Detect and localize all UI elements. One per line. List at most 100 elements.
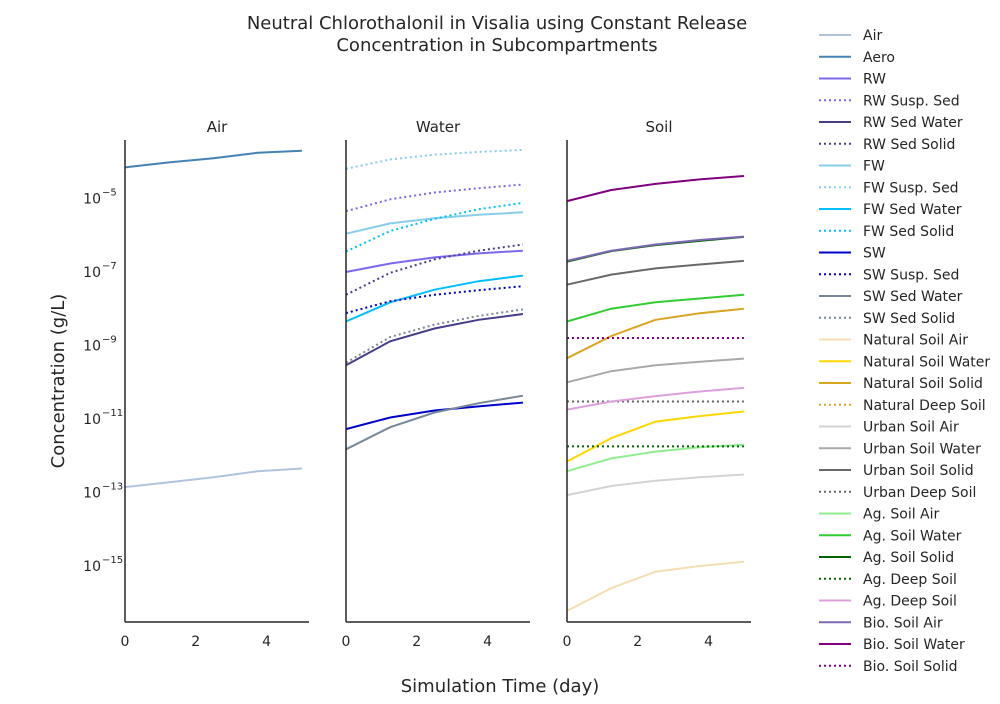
legend-label: Natural Soil Air (863, 333, 968, 349)
x-tick-label: 0 (342, 634, 351, 650)
x-tick-label: 2 (191, 634, 200, 650)
legend: Air Aero RW RW Susp. Sed RW Sed Water RW Sed … (819, 28, 990, 675)
y-tick-label: 10 (83, 486, 101, 502)
legend-item: Bio. Soil Water (819, 637, 965, 653)
y-tick-exponent: −7 (102, 261, 117, 272)
y-tick-exponent: −15 (102, 555, 123, 566)
legend-item: FW Sed Water (819, 202, 962, 218)
legend-label: Natural Soil Solid (863, 376, 983, 392)
series-line (566, 473, 744, 497)
legend-item: SW (819, 246, 886, 262)
y-axis-label-group: Concentration (g/L) (48, 294, 69, 469)
series-line (566, 357, 744, 384)
y-axis-label: Concentration (g/L) (48, 294, 69, 469)
legend-label: Ag. Soil Air (863, 507, 940, 523)
series-line (345, 249, 523, 273)
series-line (345, 183, 523, 213)
legend-label: Bio. Soil Solid (863, 659, 958, 675)
legend-label: FW Sed Solid (863, 224, 954, 240)
x-axis-label: Simulation Time (day) (401, 676, 600, 697)
legend-item: RW (819, 72, 886, 88)
legend-item: Urban Deep Soil (819, 485, 976, 501)
series-line (566, 386, 744, 411)
legend-label: RW Susp. Sed (863, 93, 960, 109)
x-tick-label: 4 (483, 634, 492, 650)
panel-title: Water (416, 118, 461, 136)
legend-label: Aero (863, 50, 895, 66)
legend-label: Bio. Soil Water (863, 637, 965, 653)
panel-soil: Soil 0 2 4 (563, 118, 751, 650)
legend-label: RW Sed Solid (863, 137, 955, 153)
legend-item: SW Sed Water (819, 289, 963, 305)
series-line (124, 467, 302, 489)
legend-item: Bio. Soil Air (819, 615, 943, 631)
series-line (566, 175, 744, 203)
x-tick-label: 0 (121, 634, 130, 650)
legend-label: Natural Soil Water (863, 354, 990, 370)
chart-title-line: Neutral Chlorothalonil in Visalia using … (247, 13, 747, 34)
series-line (345, 148, 523, 170)
legend-label: FW Susp. Sed (863, 180, 959, 196)
legend-item: Natural Deep Soil (819, 398, 986, 414)
chart-title-line: Concentration in Subcompartments (336, 35, 657, 56)
series-line (566, 560, 744, 612)
legend-item: Natural Soil Solid (819, 376, 983, 392)
legend-label: Natural Deep Soil (863, 398, 986, 414)
series-line (566, 410, 745, 463)
panel-title: Air (207, 118, 228, 136)
legend-item: RW Sed Solid (819, 137, 955, 153)
y-tick-exponent: −11 (102, 408, 123, 419)
legend-label: Urban Soil Solid (863, 463, 974, 479)
legend-label: RW (863, 72, 886, 88)
series-line (345, 211, 523, 235)
series-line (566, 293, 744, 323)
legend-item: Urban Soil Air (819, 420, 959, 436)
legend-item: FW Sed Solid (819, 224, 954, 240)
legend-item: Ag. Soil Water (819, 528, 962, 544)
legend-item: Urban Soil Water (819, 441, 981, 457)
legend-item: RW Sed Water (819, 115, 963, 131)
legend-item: Ag. Deep Soil (819, 594, 957, 610)
series-line (345, 313, 524, 367)
series-line (566, 235, 744, 262)
legend-item: Ag. Deep Soil (819, 572, 957, 588)
series-line (566, 259, 744, 286)
series-line (124, 149, 302, 169)
legend-label: Ag. Soil Solid (863, 550, 954, 566)
x-tick-label: 4 (262, 634, 271, 650)
series-line (566, 307, 745, 360)
legend-label: Urban Soil Air (863, 420, 959, 436)
series-line (345, 243, 524, 296)
y-tick-label: 10 (83, 412, 101, 428)
legend-label: Ag. Deep Soil (863, 594, 957, 610)
y-tick-exponent: −5 (102, 187, 117, 198)
x-tick-label: 0 (563, 634, 572, 650)
legend-item: Bio. Soil Solid (819, 659, 958, 675)
legend-item: Air (819, 28, 882, 44)
y-tick-exponent: −13 (102, 482, 123, 493)
series-line (345, 394, 524, 451)
legend-label: RW Sed Water (863, 115, 963, 131)
x-tick-label: 4 (704, 634, 713, 650)
legend-label: Urban Soil Water (863, 441, 981, 457)
legend-item: SW Sed Solid (819, 311, 955, 327)
chart-title: Neutral Chlorothalonil in Visalia using … (247, 13, 747, 56)
legend-item: FW (819, 159, 885, 175)
panel-water: Water 0 2 4 (342, 118, 530, 650)
series-line (345, 285, 523, 315)
y-tick-label: 10 (83, 338, 101, 354)
panel-title: Soil (645, 118, 672, 136)
y-tick-exponent: −9 (102, 334, 117, 345)
legend-item: Natural Soil Air (819, 333, 968, 349)
legend-label: FW (863, 159, 885, 175)
legend-label: Urban Deep Soil (863, 485, 976, 501)
legend-label: SW Sed Water (863, 289, 963, 305)
y-tick-label: 10 (83, 191, 101, 207)
legend-item: SW Susp. Sed (819, 267, 959, 283)
y-tick-label: 10 (83, 265, 101, 281)
series-line (345, 401, 523, 431)
legend-item: FW Susp. Sed (819, 180, 959, 196)
